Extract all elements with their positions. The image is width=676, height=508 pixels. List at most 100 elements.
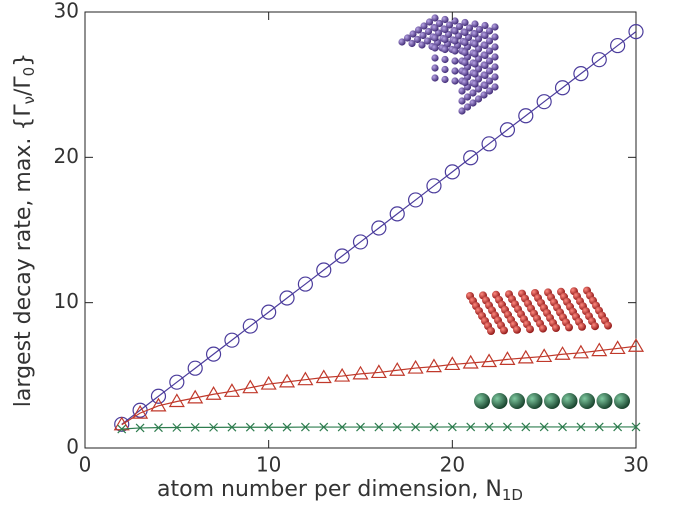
inset-sphere <box>451 57 459 65</box>
inset-sphere <box>481 21 489 30</box>
point <box>264 422 274 432</box>
inset-sphere <box>513 325 521 334</box>
inset-sphere <box>485 87 494 95</box>
plot-frame <box>84 11 637 449</box>
point <box>573 66 589 82</box>
inset-sphere <box>408 39 416 48</box>
inset-sphere <box>461 38 469 47</box>
inset-sphere <box>491 43 499 51</box>
inset-sphere <box>474 45 483 53</box>
inset-sphere <box>471 80 479 88</box>
inset-sphere <box>441 65 449 74</box>
point <box>150 397 167 412</box>
point <box>245 422 255 432</box>
point <box>297 371 314 386</box>
point <box>447 422 457 432</box>
y-tick-label: 10 <box>54 289 79 313</box>
point <box>613 422 623 432</box>
point <box>242 318 258 334</box>
inset-sphere <box>552 324 560 332</box>
point <box>392 422 402 432</box>
point <box>300 422 310 432</box>
point <box>609 340 626 355</box>
inset-sphere <box>431 64 439 72</box>
point <box>463 150 479 166</box>
inset-sphere <box>487 327 495 335</box>
point <box>518 108 534 124</box>
inset-sphere <box>591 322 599 331</box>
inset-sphere <box>471 60 479 68</box>
inset-sphere <box>414 26 423 34</box>
point <box>224 332 240 348</box>
inset-sphere <box>425 18 434 26</box>
inset-sphere <box>464 33 473 42</box>
inset-sphere <box>471 70 479 78</box>
point <box>426 178 442 194</box>
inset-sphere <box>431 74 439 82</box>
point <box>576 422 586 432</box>
inset-sphere <box>445 21 454 29</box>
label-part: largest decay rate, max. {Γ <box>11 104 36 408</box>
inset-sphere <box>481 31 489 40</box>
point <box>242 379 259 394</box>
inset-sphere <box>614 393 630 409</box>
point <box>594 422 604 432</box>
inset-sphere <box>451 37 459 45</box>
point <box>278 373 296 388</box>
inset-sphere <box>409 30 417 38</box>
point <box>591 52 607 68</box>
point <box>444 356 461 371</box>
inset-sphere <box>481 41 489 50</box>
inset-sphere <box>475 25 484 34</box>
point <box>499 122 516 138</box>
x-tick-label: 0 <box>79 453 92 477</box>
inset-sphere <box>444 30 453 39</box>
inset-sphere <box>485 77 494 85</box>
point <box>503 422 512 432</box>
inset-sphere <box>485 67 494 75</box>
point <box>227 422 237 432</box>
inset-sphere <box>539 324 547 333</box>
inset-sphere <box>419 31 427 40</box>
inset-sphere <box>463 103 472 111</box>
label-part: 1D <box>502 486 523 504</box>
inset-sphere <box>485 37 494 45</box>
label-part: atom number per dimension, N <box>157 477 502 502</box>
label-part: } <box>11 53 36 67</box>
label-part: ν <box>20 96 38 104</box>
point <box>352 365 369 380</box>
point <box>591 342 608 357</box>
inset-sphere <box>474 65 483 73</box>
point <box>319 422 329 432</box>
inset-sphere <box>431 54 439 62</box>
inset-sphere <box>485 57 494 65</box>
inset-sphere <box>461 18 469 27</box>
inset-sphere <box>491 73 499 81</box>
inset-sphere <box>485 47 494 55</box>
inset-sphere <box>461 48 469 57</box>
inset-sphere <box>424 27 433 36</box>
point <box>190 422 200 432</box>
point <box>536 348 553 363</box>
point <box>536 94 552 110</box>
point <box>371 220 387 236</box>
inset-sphere <box>481 61 489 70</box>
point <box>334 248 350 264</box>
inset-sphere <box>561 393 578 409</box>
inset-sphere <box>455 22 464 31</box>
point <box>539 422 549 432</box>
point <box>150 388 167 404</box>
point <box>558 422 567 432</box>
inset-sphere <box>491 63 499 71</box>
point <box>481 353 498 368</box>
inset-sphere <box>441 15 449 24</box>
point <box>356 422 365 432</box>
inset-sphere <box>458 87 466 95</box>
inset-sphere <box>471 50 479 58</box>
inset-sphere <box>526 325 534 334</box>
inset-sphere <box>491 393 508 409</box>
point <box>554 80 571 96</box>
inset-sphere <box>485 27 494 35</box>
inset-sphere <box>481 81 489 90</box>
inset-sphere <box>451 17 459 25</box>
